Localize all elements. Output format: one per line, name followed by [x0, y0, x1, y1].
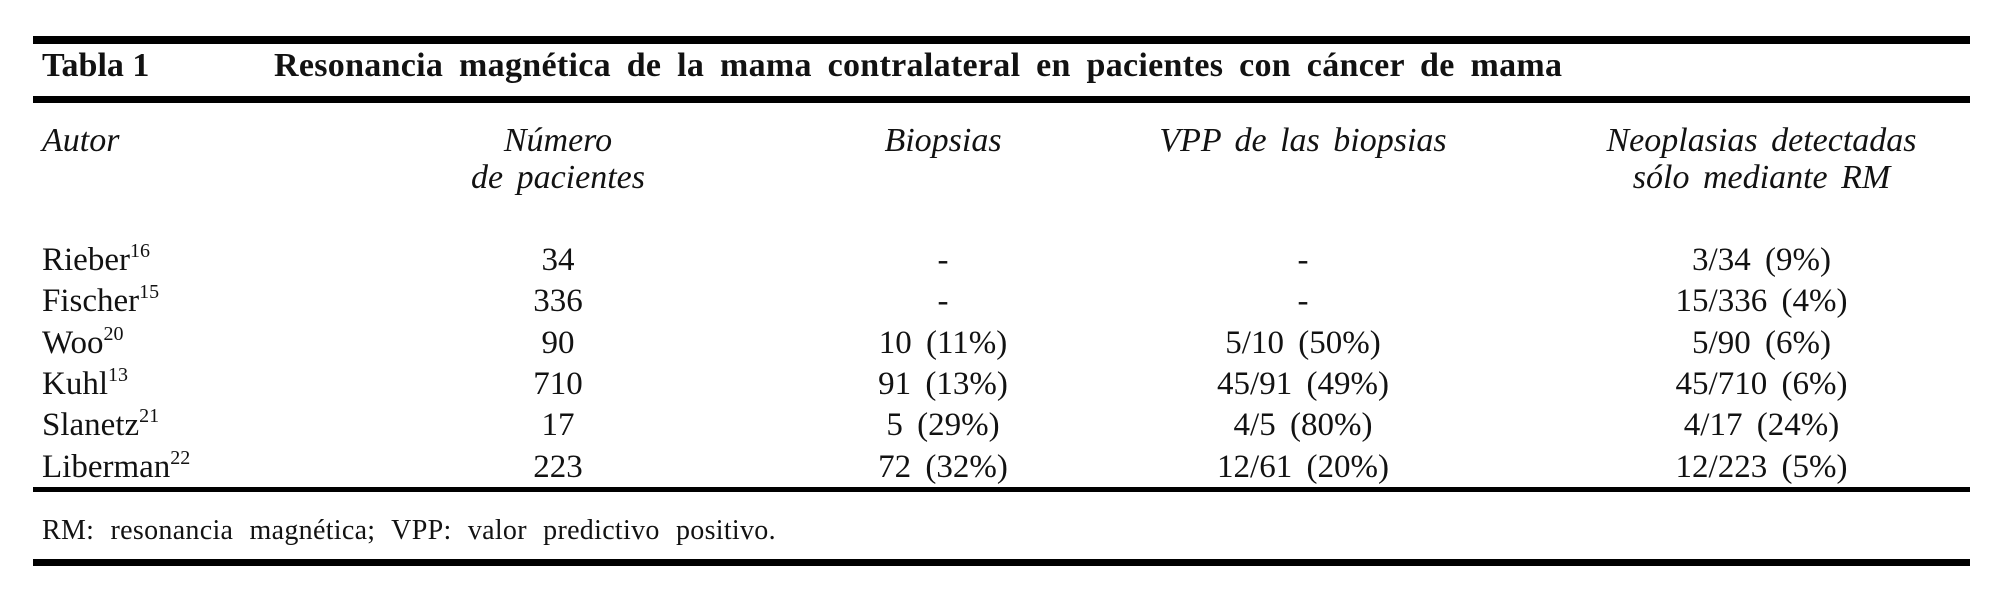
table-row: Woo20 90 10 (11%) 5/10 (50%) 5/90 (6%) — [33, 323, 1970, 364]
author-name: Kuhl — [42, 366, 108, 403]
col-header-biopsies: Biopsias — [884, 122, 1002, 159]
neoplasms-cell: 4/17 (24%) — [1683, 407, 1840, 444]
author-name: Slanetz — [42, 407, 140, 444]
table-sheet: Tabla 1 Resonancia magnética de la mama … — [33, 0, 1970, 593]
reference-superscript: 21 — [139, 405, 160, 428]
ppv-cell: 12/61 (20%) — [1217, 448, 1389, 485]
biopsies-cell: - — [937, 242, 949, 279]
author-name: Woo — [42, 324, 104, 361]
reference-superscript: 20 — [103, 322, 124, 345]
neoplasms-cell: 12/223 (5%) — [1675, 448, 1848, 485]
author-cell: Rieber16 — [33, 241, 283, 279]
author-name: Rieber — [42, 242, 130, 279]
table-title: Resonancia magnética de la mama contrala… — [274, 47, 1563, 84]
patients-cell: 34 — [541, 242, 575, 279]
neoplasms-cell: 3/34 (9%) — [1692, 242, 1831, 279]
reference-superscript: 15 — [139, 281, 160, 304]
patients-cell: 90 — [541, 324, 575, 361]
patients-cell: 710 — [533, 366, 583, 403]
biopsies-cell: 5 (29%) — [886, 407, 1000, 444]
col-header-neoplasms-line2: sólo mediante RM — [1632, 159, 1891, 196]
col-header-patients: Número de pacientes — [283, 122, 833, 196]
table-label: Tabla 1 — [42, 47, 150, 84]
reference-superscript: 13 — [108, 364, 128, 387]
neoplasms-cell: 5/90 (6%) — [1692, 324, 1831, 361]
body-bottom-rule — [33, 487, 1970, 492]
author-cell: Liberman22 — [33, 448, 283, 485]
biopsies-cell: - — [937, 283, 949, 320]
ppv-cell: 45/91 (49%) — [1217, 366, 1389, 403]
table-row: Fischer15 336 - - 15/336 (4%) — [33, 281, 1970, 322]
patients-cell: 223 — [533, 448, 583, 485]
biopsies-cell: 72 (32%) — [878, 448, 1008, 485]
table-row: Rieber16 34 - - 3/34 (9%) — [33, 240, 1970, 281]
col-header-author: Autor — [42, 122, 120, 159]
neoplasms-cell: 15/336 (4%) — [1675, 283, 1848, 320]
author-cell: Kuhl13 — [33, 365, 283, 403]
patients-cell: 336 — [533, 283, 583, 320]
table-row: Kuhl13 710 91 (13%) 45/91 (49%) 45/710 (… — [33, 364, 1970, 405]
table-footnote: RM: resonancia magnética; VPP: valor pre… — [42, 515, 776, 546]
reference-superscript: 22 — [170, 446, 191, 469]
ppv-cell: 5/10 (50%) — [1225, 324, 1381, 361]
col-header-patients-line2: de pacientes — [471, 159, 645, 196]
patients-cell: 17 — [541, 407, 575, 444]
author-cell: Slanetz21 — [33, 406, 283, 444]
biopsies-cell: 91 (13%) — [878, 366, 1008, 403]
col-header-patients-line1: Número — [503, 122, 613, 159]
bottom-rule — [33, 559, 1970, 566]
author-cell: Fischer15 — [33, 282, 283, 320]
ppv-cell: - — [1297, 283, 1309, 320]
author-name: Fischer — [42, 283, 140, 320]
ppv-cell: - — [1297, 242, 1309, 279]
col-header-ppv: VPP de las biopsias — [1159, 122, 1447, 159]
ppv-cell: 4/5 (80%) — [1233, 407, 1373, 444]
table-row: Liberman22 223 72 (32%) 12/61 (20%) 12/2… — [33, 446, 1970, 487]
neoplasms-cell: 45/710 (6%) — [1675, 366, 1848, 403]
caption-rule — [33, 96, 1970, 103]
table-body: Rieber16 34 - - 3/34 (9%) Fischer15 336 … — [33, 240, 1970, 488]
biopsies-cell: 10 (11%) — [878, 324, 1008, 361]
table-caption: Tabla 1 Resonancia magnética de la mama … — [42, 49, 1970, 83]
author-name: Liberman — [42, 448, 171, 485]
col-header-neoplasms: Neoplasias detectadas sólo mediante RM — [1553, 122, 1970, 196]
col-header-neoplasms-line1: Neoplasias detectadas — [1606, 122, 1917, 159]
table-row: Slanetz21 17 5 (29%) 4/5 (80%) 4/17 (24%… — [33, 405, 1970, 446]
reference-superscript: 16 — [129, 240, 150, 263]
top-rule — [33, 36, 1970, 44]
table-header-row: Autor Número de pacientes Biopsias VPP d… — [33, 122, 1970, 196]
author-cell: Woo20 — [33, 324, 283, 361]
